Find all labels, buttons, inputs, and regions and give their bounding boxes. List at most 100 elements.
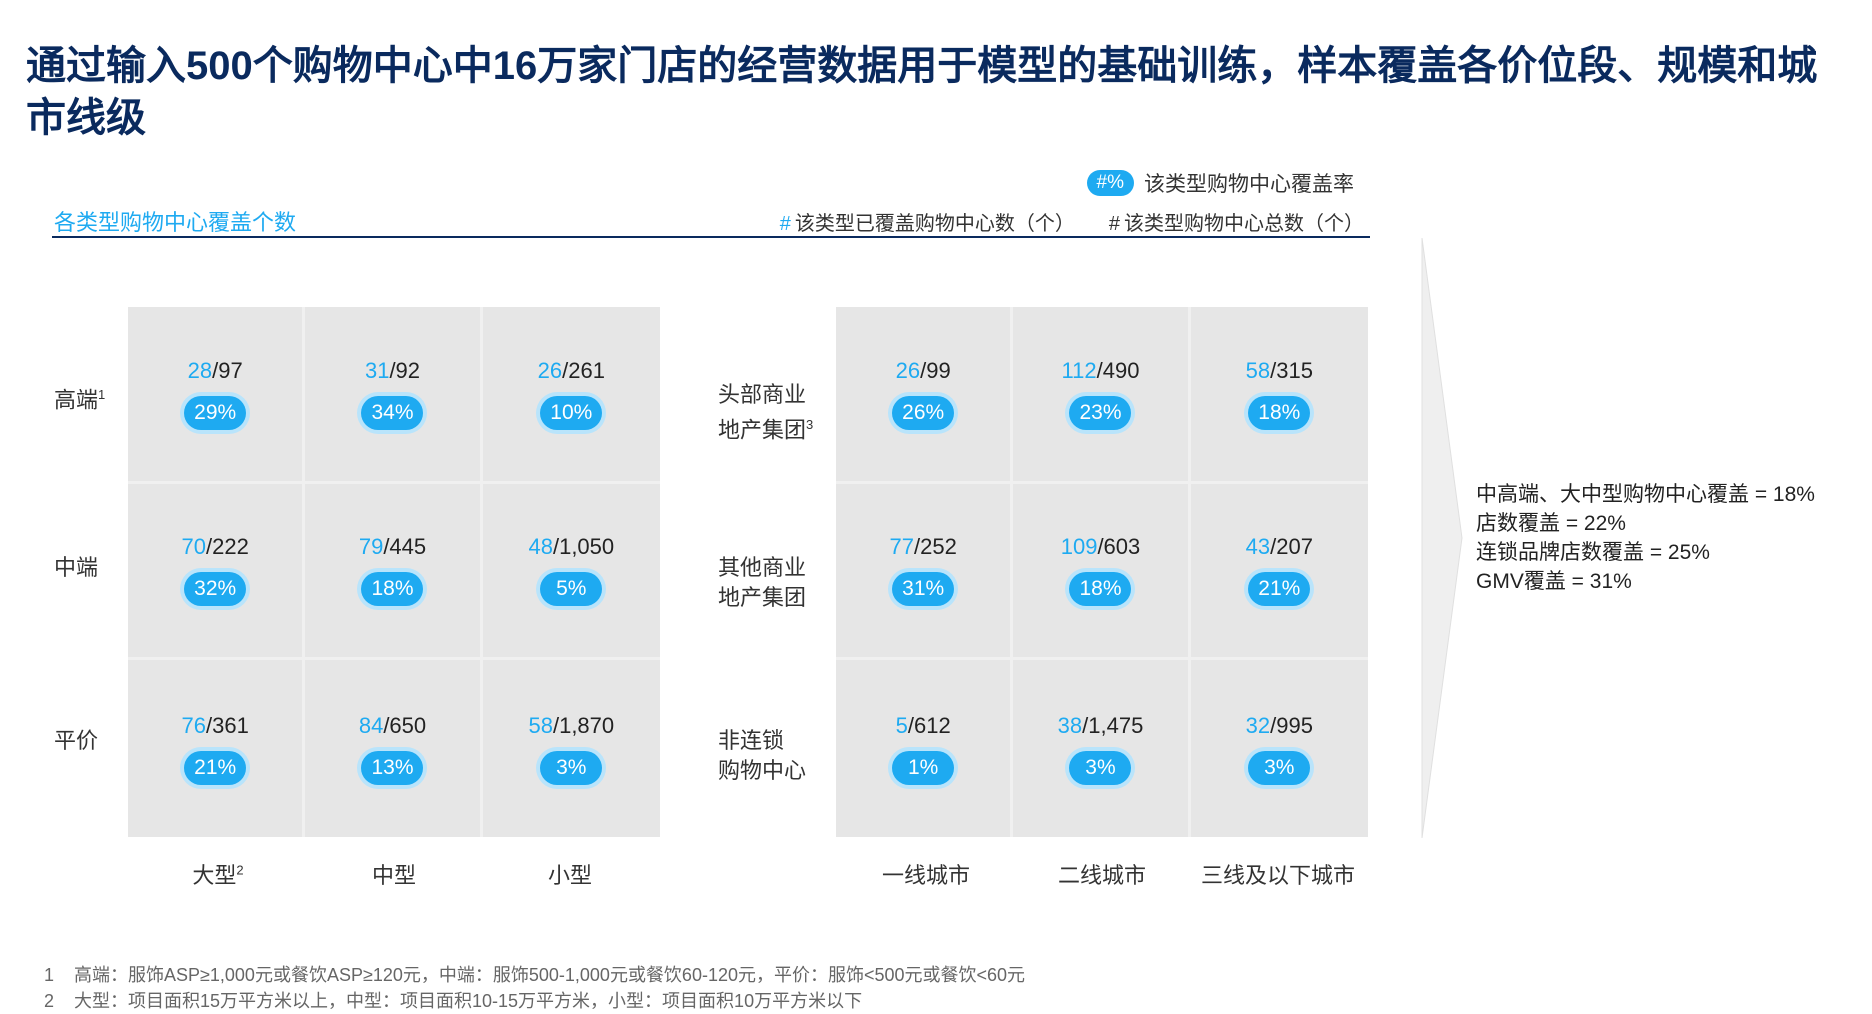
column-label: 中型 — [371, 863, 416, 888]
matrix-cell: 79/445 18% — [305, 483, 483, 661]
legend-total-label: 该类型购物中心总数（个） — [1124, 213, 1364, 235]
legend-total-hash: # — [1108, 213, 1120, 235]
coverage-matrix-1: 28/97 29% 31/92 34% 26/261 10% 70/222 32% 79/445… — [128, 307, 660, 837]
legend-rate-label: 该类型购物中心覆盖率 — [1144, 173, 1354, 196]
summary-line: 店数覆盖 = 22% — [1476, 512, 1626, 535]
total-count: /222 — [205, 534, 249, 560]
cell-count: 70/222 — [182, 534, 249, 560]
covered-count: 70 — [181, 534, 206, 560]
covered-count: 112 — [1061, 357, 1097, 383]
total-count: /315 — [1270, 357, 1313, 383]
matrix-cell: 26/261 10% — [482, 307, 660, 484]
legend-coverage-rate: #% 该类型购物中心覆盖率 — [1086, 168, 1354, 198]
total-count: /252 — [913, 534, 957, 560]
coverage-rate-badge: 3% — [1069, 750, 1132, 785]
matrix-cell: 43/207 21% — [1190, 484, 1368, 661]
cell-count: 109/603 — [1061, 534, 1141, 560]
matrix-cell: 112/490 23% — [1013, 307, 1191, 484]
coverage-matrix-2: 26/99 26% 112/490 23% 58/315 18% 77/252 31% 109/… — [836, 307, 1368, 837]
legend-covered-hash: # — [779, 213, 791, 235]
matrix-cell: 26/99 26% — [836, 307, 1014, 484]
cell-count: 58/315 — [1246, 358, 1313, 384]
covered-count: 28 — [187, 357, 213, 383]
summary-box: 中高端、大中型购物中心覆盖 = 18% 店数覆盖 = 22% 连锁品牌店数覆盖 … — [1476, 480, 1815, 596]
coverage-rate-badge: 18% — [1248, 395, 1311, 430]
row-label: 高端1 — [54, 387, 106, 413]
column-label: 二线城市 — [1057, 863, 1146, 888]
coverage-rate-badge: 13% — [361, 750, 424, 785]
covered-count: 58 — [528, 712, 553, 738]
cell-count: 84/650 — [359, 713, 426, 739]
total-count: /97 — [212, 357, 243, 383]
cell-count: 76/361 — [182, 713, 249, 739]
covered-count: 109 — [1060, 534, 1098, 560]
matrix-cell: 28/97 29% — [128, 307, 306, 484]
matrix-cell: 58/315 18% — [1190, 307, 1368, 484]
cell-count: 26/99 — [896, 358, 951, 384]
cell-count: 58/1,870 — [528, 713, 614, 739]
coverage-rate-badge: 18% — [361, 572, 424, 607]
covered-count: 43 — [1245, 534, 1271, 560]
covered-count: 48 — [528, 534, 553, 560]
total-count: /1,475 — [1082, 712, 1144, 738]
covered-count: 84 — [358, 712, 384, 738]
total-count: /1,870 — [552, 712, 615, 738]
coverage-rate-badge: 32% — [184, 572, 247, 607]
total-count: /207 — [1270, 534, 1313, 560]
total-count: /650 — [383, 712, 427, 738]
coverage-rate-badge: 18% — [1069, 572, 1132, 607]
cell-count: 26/261 — [538, 358, 605, 384]
matrix-cell: 109/603 18% — [1013, 483, 1191, 661]
cell-count: 32/995 — [1246, 713, 1313, 739]
cell-count: 77/252 — [890, 534, 957, 560]
coverage-rate-badge: 10% — [540, 395, 603, 430]
column-label: 三线及以下城市 — [1200, 863, 1355, 888]
total-count: /99 — [920, 357, 951, 383]
legend-covered: # 该类型已覆盖购物中心数（个） — [780, 207, 1075, 236]
total-count: /1,050 — [552, 534, 615, 560]
section-title: 各类型购物中心覆盖个数 — [54, 210, 297, 235]
total-count: /603 — [1097, 534, 1141, 560]
covered-count: 5 — [895, 712, 908, 738]
column-label: 一线城市 — [881, 863, 970, 888]
covered-count: 79 — [358, 534, 384, 560]
matrix-cell: 77/252 31% — [836, 483, 1014, 661]
header-rule — [52, 236, 1370, 238]
row-label: 其他商业 地产集团 — [718, 555, 807, 610]
matrix-cell: 58/1,870 3% — [483, 660, 660, 837]
covered-count: 31 — [364, 357, 390, 383]
matrix-cell: 38/1,475 3% — [1013, 660, 1191, 837]
total-count: /490 — [1096, 357, 1140, 383]
coverage-rate-badge: 3% — [540, 750, 603, 785]
covered-count: 26 — [895, 357, 921, 383]
covered-count: 58 — [1245, 357, 1271, 383]
coverage-rate-badge: 21% — [1248, 572, 1311, 607]
coverage-rate-badge: 26% — [892, 395, 955, 430]
column-label: 小型 — [547, 863, 592, 888]
coverage-rate-badge: 23% — [1069, 395, 1132, 430]
cell-count: 5/612 — [896, 713, 951, 739]
matrix-cell: 32/995 3% — [1191, 660, 1368, 837]
chevron-arrow-icon — [1421, 238, 1463, 838]
covered-count: 32 — [1245, 712, 1271, 738]
footnote: 2 大型：项目面积15万平方米以上，中型：项目面积10-15万平方米，小型：项目面… — [44, 991, 863, 1011]
row-label: 中端 — [54, 555, 99, 580]
cell-count: 112/490 — [1062, 358, 1140, 384]
coverage-rate-badge: 29% — [184, 395, 247, 430]
matrix-cell: 76/361 21% — [128, 660, 306, 837]
row-label: 头部商业 地产集团3 — [718, 382, 814, 443]
matrix-cell: 5/612 1% — [836, 660, 1014, 837]
summary-line: GMV覆盖 = 31% — [1476, 570, 1632, 593]
coverage-rate-badge: 1% — [892, 750, 955, 785]
matrix-cell: 70/222 32% — [128, 483, 306, 661]
legend-covered-label: 该类型已覆盖购物中心数（个） — [794, 213, 1075, 235]
total-count: /261 — [562, 357, 605, 383]
total-count: /445 — [383, 534, 427, 560]
coverage-rate-badge: 5% — [540, 572, 603, 607]
row-label: 非连锁 购物中心 — [718, 728, 807, 783]
coverage-rate-badge: 3% — [1248, 750, 1311, 785]
summary-line: 中高端、大中型购物中心覆盖 = 18% — [1476, 483, 1815, 506]
total-count: /361 — [205, 712, 249, 738]
cell-count: 79/445 — [359, 534, 426, 560]
total-count: /612 — [907, 712, 951, 738]
